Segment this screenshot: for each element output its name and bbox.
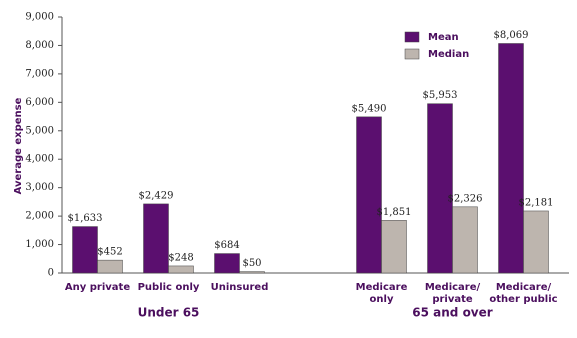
bar — [498, 43, 524, 274]
bar — [452, 206, 478, 274]
legend-label: Mean — [428, 32, 459, 43]
y-tick-label: 6,000 — [25, 97, 54, 108]
y-tick-label: 2,000 — [25, 211, 54, 222]
x-tick-label: Any private — [65, 282, 130, 293]
y-tick-label: 4,000 — [25, 154, 54, 165]
bar — [381, 220, 407, 274]
group-label: Under 65 — [138, 306, 200, 320]
value-label: $452 — [97, 247, 122, 258]
value-label: $2,181 — [519, 197, 554, 208]
bar — [427, 103, 453, 274]
x-tick-label: Medicare/other public — [489, 282, 557, 305]
x-tick-label: Public only — [138, 282, 200, 293]
bar — [523, 210, 549, 274]
value-label: $2,326 — [448, 193, 483, 204]
y-tick-label: 9,000 — [25, 12, 54, 23]
value-label: $5,490 — [352, 103, 387, 114]
y-tick-label: 1,000 — [25, 239, 54, 250]
x-tick-label: Medicare/private — [425, 282, 481, 305]
group-label: 65 and over — [412, 306, 492, 320]
y-tick-label: 7,000 — [25, 68, 54, 79]
bar — [356, 116, 382, 274]
legend-swatch — [404, 31, 420, 43]
value-label: $684 — [214, 240, 239, 251]
legend-swatch — [404, 48, 420, 60]
legend-label: Median — [428, 49, 469, 60]
value-label: $5,953 — [423, 90, 458, 101]
x-tick-label: Uninsured — [211, 282, 269, 293]
value-label: $2,429 — [139, 190, 174, 201]
value-label: $1,851 — [377, 207, 412, 218]
y-tick-label: 8,000 — [25, 40, 54, 51]
value-label: $8,069 — [494, 30, 529, 41]
bar — [72, 226, 98, 274]
bar — [168, 265, 194, 274]
y-tick-label: 3,000 — [25, 182, 54, 193]
bar — [214, 253, 240, 274]
value-label: $50 — [242, 258, 261, 269]
bar — [239, 271, 265, 274]
y-tick-label: 0 — [48, 268, 54, 279]
bar — [143, 203, 169, 274]
y-tick-label: 5,000 — [25, 125, 54, 136]
value-label: $248 — [168, 252, 193, 263]
y-axis-title: Average expense — [13, 97, 24, 194]
x-tick-label: Medicare only — [356, 282, 408, 305]
bar — [97, 259, 123, 274]
value-label: $1,633 — [68, 213, 103, 224]
